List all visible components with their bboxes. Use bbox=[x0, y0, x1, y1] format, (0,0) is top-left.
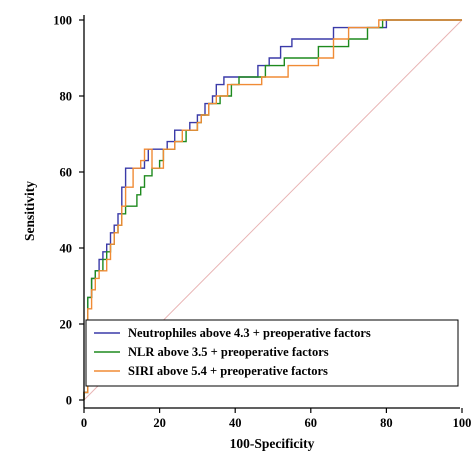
legend-box bbox=[85, 319, 459, 387]
x-tick-label: 60 bbox=[305, 416, 318, 430]
x-tick-label: 20 bbox=[153, 416, 166, 430]
x-tick-label: 100 bbox=[453, 416, 471, 430]
curve-layer bbox=[83, 19, 462, 400]
y-tick-label: 20 bbox=[60, 318, 73, 332]
tick-layer: 0 20 40 60 80 100 0 20 40 60 80 100 bbox=[53, 14, 471, 431]
y-axis-title: Sensitivity bbox=[22, 181, 37, 241]
legend-entries: Neutrophiles above 4.3 + preoperative fa… bbox=[94, 326, 371, 378]
roc-curve-3 bbox=[83, 19, 462, 400]
axes bbox=[83, 15, 460, 409]
x-tick-label: 80 bbox=[380, 416, 393, 430]
y-tick-label: 100 bbox=[53, 14, 72, 28]
roc-curve-2 bbox=[83, 19, 462, 400]
x-tick-label: 40 bbox=[229, 416, 242, 430]
legend-label-3: SIRI above 5.4 + preoperative factors bbox=[128, 364, 328, 378]
legend-label-1: Neutrophiles above 4.3 + preoperative fa… bbox=[128, 326, 371, 340]
y-tick-label: 40 bbox=[60, 242, 73, 256]
legend-label-2: NLR above 3.5 + preoperative factors bbox=[128, 345, 329, 359]
legend: Neutrophiles above 4.3 + preoperative fa… bbox=[85, 319, 459, 387]
x-tick-label: 0 bbox=[81, 416, 87, 430]
x-axis-title: 100-Specificity bbox=[230, 436, 315, 451]
y-tick-label: 0 bbox=[66, 394, 72, 408]
roc-curve-1 bbox=[83, 19, 462, 400]
y-tick-label: 60 bbox=[60, 166, 73, 180]
y-tick-label: 80 bbox=[60, 90, 73, 104]
